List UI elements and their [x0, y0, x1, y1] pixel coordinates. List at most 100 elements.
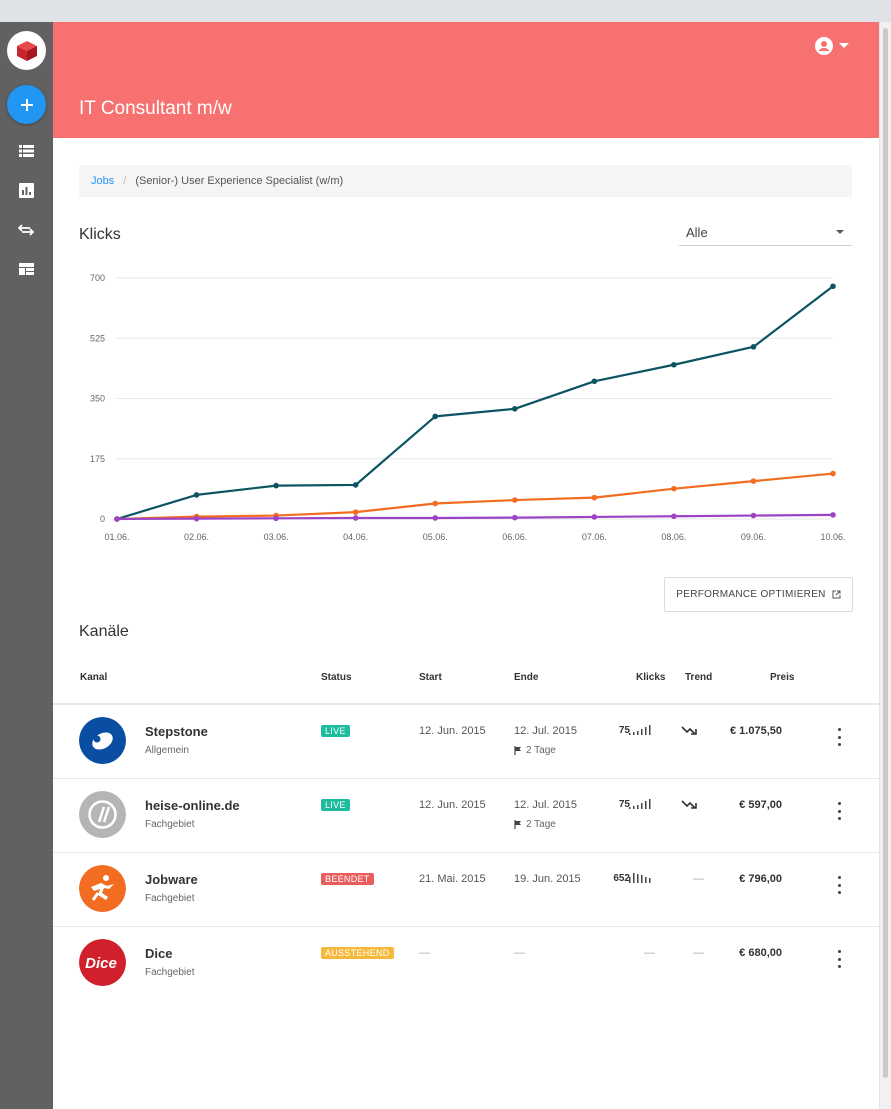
plus-icon [20, 98, 33, 111]
breadcrumb: Jobs / (Senior-) User Experience Special… [79, 165, 852, 197]
price: € 680,00 [739, 947, 782, 959]
filter-selected-value: Alle [686, 225, 708, 240]
column-header-start[interactable]: Start [419, 672, 442, 683]
series-line-2 [116, 472, 834, 521]
column-header-trend[interactable]: Trend [685, 672, 713, 683]
app-logo[interactable] [7, 31, 46, 70]
stepstone-logo-icon [79, 717, 126, 764]
table-row[interactable]: Jobware Fachgebiet BEENDET 21. Mai. 2015… [53, 853, 879, 927]
sidebar-item-dashboard[interactable] [16, 259, 36, 279]
klicks-empty: — [644, 947, 655, 959]
series-1-point [750, 344, 757, 350]
series-1-point [830, 283, 836, 290]
sidebar [0, 22, 53, 1109]
table-header-divider [53, 703, 879, 705]
klicks-count: 652 [613, 873, 630, 884]
breadcrumb-link-jobs[interactable]: Jobs [91, 175, 115, 187]
breadcrumb-separator: / [123, 175, 127, 187]
channel-logo-jobware [79, 865, 126, 912]
chevron-down-icon [839, 43, 849, 48]
series-3-point [114, 516, 120, 522]
start-date: 12. Jun. 2015 [419, 799, 486, 811]
column-header-klicks[interactable]: Klicks [636, 672, 666, 683]
table-row[interactable]: heise-online.de Fachgebiet LIVE 12. Jun.… [53, 779, 879, 853]
heise-logo-icon [79, 791, 126, 838]
series-1-point [671, 361, 677, 368]
sidebar-item-transfer[interactable] [16, 220, 36, 240]
y-tick-label: 175 [90, 454, 105, 464]
row-divider [53, 778, 879, 779]
x-tick-label: 03.06. [264, 532, 289, 542]
sidebar-item-stats[interactable] [16, 180, 36, 200]
bar-chart-icon [18, 182, 34, 198]
series-2-point [750, 478, 757, 484]
remaining-days-text: 2 Tage [526, 819, 556, 830]
x-tick-label: 04.06. [343, 532, 368, 542]
remaining-days: 2 Tage [514, 745, 556, 756]
series-3-point [830, 512, 836, 518]
channel-logo-heise [79, 791, 126, 838]
series-3-point [193, 515, 200, 522]
column-header-status[interactable]: Status [321, 672, 352, 683]
klicks-line-chart: 0 175 350 525 700 01.06. 02.06. 03.06. 04.06. 05.… [90, 273, 846, 542]
page-header: IT Consultant m/w [53, 22, 879, 138]
klicks-sparkline-icon [629, 873, 651, 883]
table-row[interactable]: Dice Dice Fachgebiet AUSSTEHEND — — — — … [53, 927, 879, 1001]
dashboard-icon [18, 263, 34, 275]
performance-optimize-button[interactable]: PERFORMANCE OPTIMIEREN [664, 577, 853, 612]
klicks-count: 75 [618, 725, 630, 736]
row-more-menu-icon[interactable] [835, 802, 843, 820]
x-tick-label: 07.06. [582, 532, 607, 542]
cube-logo-icon [16, 40, 37, 61]
klicks-count: 75 [618, 799, 630, 810]
x-tick-label: 06.06. [502, 532, 527, 542]
dice-logo-text: Dice [85, 955, 117, 972]
channel-filter-select[interactable]: Alle [679, 220, 852, 246]
row-more-menu-icon[interactable] [835, 950, 843, 968]
sidebar-item-list[interactable] [16, 141, 36, 161]
series-1-point [511, 406, 518, 412]
swap-icon [18, 224, 34, 236]
x-tick-label: 05.06. [423, 532, 448, 542]
column-header-kanal[interactable]: Kanal [80, 672, 108, 683]
table-row[interactable]: Stepstone Allgemein LIVE 12. Jun. 2015 1… [53, 705, 879, 779]
channel-logo-stepstone [79, 717, 126, 764]
column-header-ende[interactable]: Ende [514, 672, 539, 683]
main-content: IT Consultant m/w Jobs / (Senior-) User … [53, 22, 879, 1109]
page-title: IT Consultant m/w [79, 98, 232, 119]
x-tick-label: 10.06. [820, 532, 845, 542]
add-button[interactable] [7, 85, 46, 124]
flag-icon [514, 746, 521, 755]
scrollbar[interactable] [879, 22, 891, 1109]
account-menu[interactable] [815, 37, 849, 55]
column-header-preis[interactable]: Preis [770, 672, 795, 683]
channel-name: Jobware [145, 872, 198, 887]
account-circle-icon [815, 37, 833, 55]
chart-title: Klicks [79, 226, 121, 243]
channel-category: Fachgebiet [145, 893, 195, 904]
breadcrumb-current: (Senior-) User Experience Specialist (w/… [135, 175, 344, 187]
series-2-point [432, 500, 439, 507]
row-divider [53, 852, 879, 853]
channel-name: Stepstone [145, 724, 208, 739]
series-2-point [352, 509, 359, 515]
series-1-point [591, 378, 598, 385]
scrollbar-thumb[interactable] [883, 28, 888, 1078]
y-tick-label: 0 [100, 514, 105, 524]
series-3-point [352, 515, 359, 521]
trend-empty: — [693, 873, 704, 885]
channel-category: Fachgebiet [145, 819, 195, 830]
price: € 1.075,50 [730, 725, 782, 737]
end-date: 12. Jul. 2015 [514, 725, 577, 737]
x-tick-label: 09.06. [741, 532, 766, 542]
channel-category: Fachgebiet [145, 967, 195, 978]
series-3-point [750, 512, 757, 519]
status-badge: LIVE [321, 799, 350, 811]
browser-chrome [0, 0, 891, 22]
row-more-menu-icon[interactable] [835, 876, 843, 894]
end-date: 19. Jun. 2015 [514, 873, 581, 885]
end-date: 12. Jul. 2015 [514, 799, 577, 811]
row-more-menu-icon[interactable] [835, 728, 843, 746]
dropdown-caret-icon [836, 230, 844, 234]
series-2-point [671, 485, 677, 492]
